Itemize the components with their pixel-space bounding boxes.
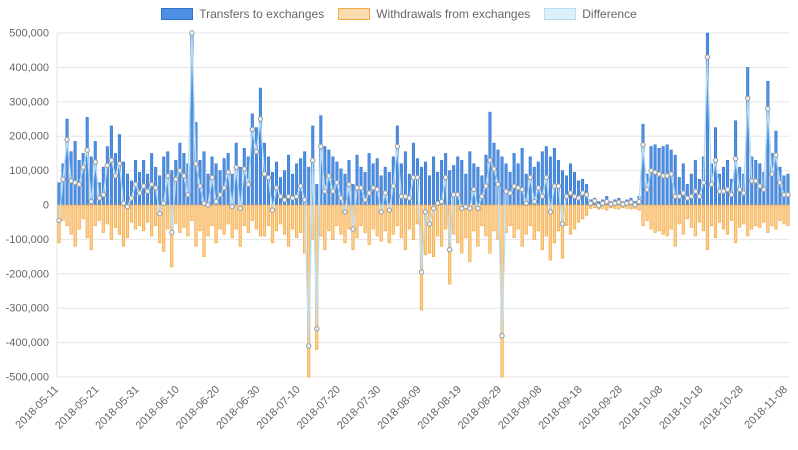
legend-swatch-withdrawals <box>338 8 371 20</box>
x-axis-tick-labels: 2018-05-112018-05-212018-05-312018-06-10… <box>13 384 790 432</box>
svg-text:-500,000: -500,000 <box>6 372 49 384</box>
legend-label-withdrawals: Withdrawals from exchanges <box>376 7 531 21</box>
svg-text:-300,000: -300,000 <box>6 303 49 315</box>
svg-text:-200,000: -200,000 <box>6 268 49 280</box>
svg-text:300,000: 300,000 <box>9 96 49 108</box>
svg-text:-100,000: -100,000 <box>6 234 49 246</box>
legend-swatch-transfers <box>161 8 194 20</box>
legend-item-transfers[interactable]: Transfers to exchanges <box>161 7 324 21</box>
svg-text:0: 0 <box>43 200 49 212</box>
legend-swatch-difference <box>544 8 577 20</box>
svg-text:500,000: 500,000 <box>9 28 49 40</box>
svg-text:400,000: 400,000 <box>9 62 49 74</box>
chart-legend: Transfers to exchanges Withdrawals from … <box>0 7 798 21</box>
legend-label-transfers: Transfers to exchanges <box>199 7 325 21</box>
difference-points <box>56 30 791 349</box>
legend-label-difference: Difference <box>582 7 637 21</box>
svg-text:200,000: 200,000 <box>9 131 49 143</box>
svg-text:2018-11-08: 2018-11-08 <box>742 384 790 432</box>
withdrawals-bars <box>57 204 790 378</box>
svg-text:-400,000: -400,000 <box>6 337 49 349</box>
legend-item-difference[interactable]: Difference <box>544 7 637 21</box>
svg-text:100,000: 100,000 <box>9 165 49 177</box>
svg-text:2018-10-28: 2018-10-28 <box>698 384 746 432</box>
y-axis-tick-labels: -500,000 -400,000 -300,000 -200,000 -100,000… <box>6 28 49 384</box>
legend-item-withdrawals[interactable]: Withdrawals from exchanges <box>338 7 530 21</box>
